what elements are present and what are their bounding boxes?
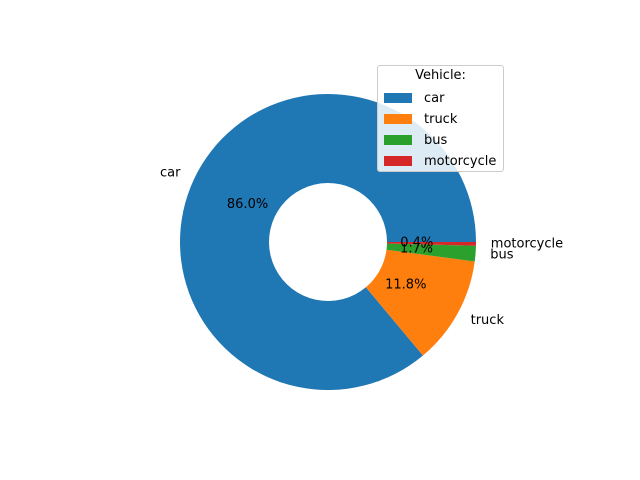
legend-swatch-motorcycle (384, 156, 412, 166)
legend-title: Vehicle: (415, 68, 466, 83)
category-label-bus: bus (490, 247, 513, 262)
legend-label-truck: truck (424, 111, 458, 127)
legend-item-car: car (384, 90, 444, 106)
legend-label-car: car (424, 90, 445, 106)
slice-bus (386, 243, 476, 262)
percent-label-motorcycle: 0.4% (400, 236, 433, 251)
legend-swatch-car (384, 93, 412, 103)
percent-label-truck: 11.8% (385, 277, 426, 292)
percent-label-car: 86.0% (227, 197, 268, 212)
category-label-motorcycle: motorcycle (491, 237, 563, 252)
slice-truck (365, 249, 475, 356)
legend-label-motorcycle: motorcycle (424, 153, 497, 169)
legend-label-bus: bus (424, 132, 448, 148)
category-label-truck: truck (471, 313, 505, 328)
legend: Vehicle: car truck bus motorcycle (377, 65, 504, 172)
legend-item-truck: truck (384, 111, 457, 127)
legend-item-motorcycle: motorcycle (384, 153, 496, 169)
percent-label-bus: 1.7% (400, 241, 433, 256)
slice-motorcycle (386, 242, 476, 246)
legend-swatch-bus (384, 135, 412, 145)
category-label-car: car (160, 166, 181, 181)
legend-item-bus: bus (384, 132, 447, 148)
legend-swatch-truck (384, 114, 412, 124)
